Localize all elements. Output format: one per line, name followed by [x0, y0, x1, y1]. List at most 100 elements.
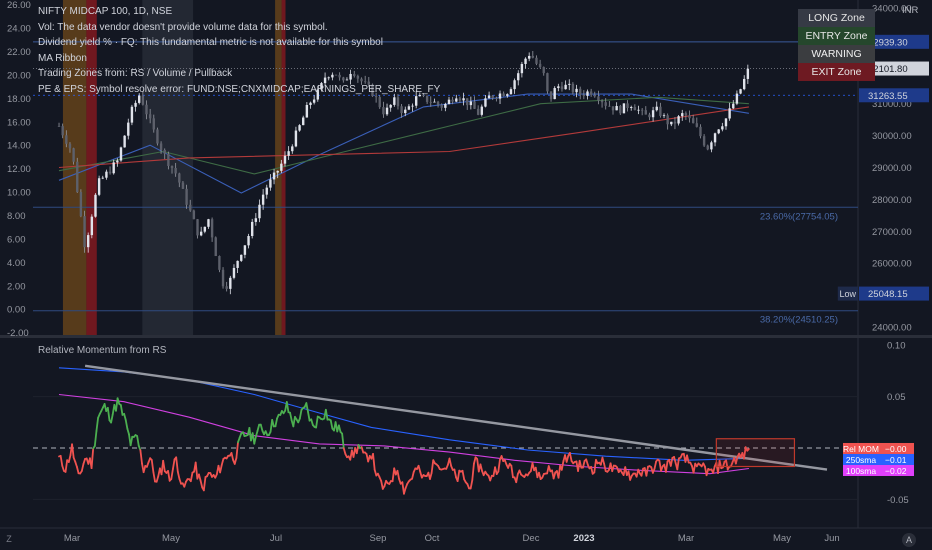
- candle-body[interactable]: [414, 96, 418, 106]
- candle-body[interactable]: [72, 148, 75, 162]
- candle-body[interactable]: [404, 109, 407, 114]
- candle-body[interactable]: [604, 102, 607, 106]
- candle-body[interactable]: [316, 89, 319, 100]
- candle-body[interactable]: [498, 93, 502, 99]
- candle-body[interactable]: [575, 88, 578, 93]
- candle-body[interactable]: [167, 153, 170, 167]
- candle-body[interactable]: [502, 93, 505, 96]
- candle-body[interactable]: [123, 135, 126, 148]
- candle-body[interactable]: [746, 68, 750, 79]
- candle-body[interactable]: [360, 78, 363, 82]
- trading-zones-label[interactable]: Trading Zones from: RS / Volume / Pullba…: [38, 68, 233, 79]
- candle-body[interactable]: [283, 155, 287, 164]
- candle-body[interactable]: [527, 55, 531, 59]
- candle-body[interactable]: [418, 94, 422, 97]
- candle-body[interactable]: [699, 126, 702, 137]
- candle-body[interactable]: [250, 221, 254, 237]
- candle-body[interactable]: [691, 118, 695, 124]
- candle-body[interactable]: [236, 260, 239, 268]
- candle-body[interactable]: [269, 179, 272, 188]
- candle-body[interactable]: [433, 101, 436, 103]
- candle-body[interactable]: [221, 269, 225, 287]
- candle-body[interactable]: [724, 118, 728, 127]
- candle-body[interactable]: [480, 106, 483, 115]
- candle-body[interactable]: [272, 172, 276, 180]
- osc-tag-value[interactable]: −0.01: [885, 455, 907, 465]
- candle-body[interactable]: [374, 96, 378, 98]
- candle-body[interactable]: [538, 63, 542, 68]
- candle-body[interactable]: [735, 93, 739, 104]
- candle-body[interactable]: [513, 80, 516, 90]
- candle-body[interactable]: [396, 97, 400, 107]
- candle-body[interactable]: [611, 106, 615, 111]
- candle-body[interactable]: [619, 105, 622, 114]
- candle-body[interactable]: [163, 149, 166, 154]
- candle-body[interactable]: [229, 277, 232, 289]
- candle-body[interactable]: [710, 142, 713, 150]
- candle-body[interactable]: [568, 83, 571, 85]
- candle-body[interactable]: [440, 104, 443, 108]
- candle-body[interactable]: [218, 256, 221, 270]
- candle-body[interactable]: [666, 115, 669, 125]
- candle-body[interactable]: [192, 210, 196, 220]
- candle-body[interactable]: [178, 173, 181, 183]
- candle-body[interactable]: [210, 219, 214, 238]
- candle-body[interactable]: [79, 192, 83, 217]
- candle-body[interactable]: [323, 77, 327, 84]
- candle-body[interactable]: [345, 79, 349, 81]
- pane-separator[interactable]: [0, 335, 932, 338]
- candle-body[interactable]: [648, 114, 651, 118]
- candle-body[interactable]: [484, 98, 487, 107]
- moving-average-line[interactable]: [58, 96, 749, 175]
- candle-body[interactable]: [367, 81, 371, 85]
- candle-body[interactable]: [327, 77, 330, 79]
- candle-body[interactable]: [119, 147, 123, 161]
- candle-body[interactable]: [743, 78, 746, 90]
- candle-body[interactable]: [487, 95, 491, 99]
- price-tag-value[interactable]: 32101.80: [868, 64, 908, 75]
- candle-body[interactable]: [739, 89, 742, 94]
- candle-body[interactable]: [309, 102, 312, 105]
- candle-body[interactable]: [681, 113, 684, 117]
- candle-body[interactable]: [83, 216, 86, 248]
- candle-body[interactable]: [232, 267, 236, 278]
- candle-body[interactable]: [506, 94, 509, 96]
- candle-body[interactable]: [659, 106, 662, 116]
- candle-body[interactable]: [436, 101, 440, 105]
- candle-body[interactable]: [76, 161, 79, 193]
- candle-body[interactable]: [564, 84, 567, 90]
- oscillator-title[interactable]: Relative Momentum from RS: [38, 345, 167, 356]
- candle-body[interactable]: [597, 96, 600, 101]
- ma-ribbon-label[interactable]: MA Ribbon: [38, 52, 87, 64]
- candle-body[interactable]: [549, 91, 553, 100]
- candle-body[interactable]: [571, 83, 575, 93]
- candle-body[interactable]: [542, 67, 545, 74]
- candle-body[interactable]: [622, 103, 626, 114]
- candle-body[interactable]: [105, 171, 108, 178]
- candle-body[interactable]: [185, 188, 188, 205]
- candle-body[interactable]: [353, 73, 356, 76]
- candle-body[interactable]: [546, 73, 549, 92]
- candle-body[interactable]: [382, 107, 385, 115]
- candle-body[interactable]: [247, 236, 250, 246]
- candle-body[interactable]: [127, 122, 130, 136]
- candle-body[interactable]: [637, 109, 640, 111]
- candle-body[interactable]: [600, 100, 604, 103]
- candle-body[interactable]: [407, 106, 411, 110]
- candle-body[interactable]: [608, 105, 611, 107]
- candle-body[interactable]: [411, 105, 414, 107]
- candle-body[interactable]: [688, 115, 691, 119]
- candle-body[interactable]: [225, 286, 228, 289]
- candle-body[interactable]: [626, 103, 629, 108]
- candle-body[interactable]: [265, 187, 268, 195]
- candle-body[interactable]: [356, 75, 360, 79]
- candle-body[interactable]: [469, 101, 473, 106]
- candle-body[interactable]: [458, 98, 462, 101]
- candle-body[interactable]: [189, 204, 192, 211]
- candle-body[interactable]: [148, 114, 152, 119]
- candle-body[interactable]: [455, 98, 458, 102]
- candle-body[interactable]: [97, 178, 101, 195]
- candle-body[interactable]: [90, 216, 94, 236]
- auto-scale-icon[interactable]: A: [902, 533, 916, 547]
- candle-body[interactable]: [732, 103, 735, 109]
